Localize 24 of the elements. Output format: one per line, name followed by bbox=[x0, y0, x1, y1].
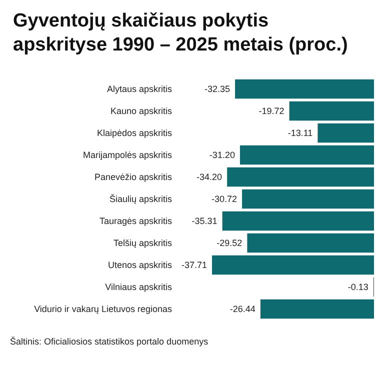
y-tick-label: Telšių apskritis bbox=[113, 238, 172, 248]
data-label: -30.72 bbox=[211, 194, 238, 204]
y-tick-label: Tauragės apskritis bbox=[99, 216, 172, 226]
data-label: -34.20 bbox=[196, 172, 222, 182]
y-tick-label: Panevėžio apskritis bbox=[94, 172, 172, 182]
data-label: -29.52 bbox=[216, 238, 242, 248]
data-label: -35.31 bbox=[192, 216, 218, 226]
y-tick-label: Vidurio ir vakarų Lietuvos regionas bbox=[34, 304, 172, 314]
y-tick-label: Šiaulių apskritis bbox=[109, 194, 172, 204]
data-label: -0.13 bbox=[348, 282, 368, 292]
y-tick-label: Vilniaus apskritis bbox=[105, 282, 172, 292]
data-label: -19.72 bbox=[258, 106, 284, 116]
y-tick-label: Klaipėdos apskritis bbox=[96, 128, 172, 138]
text: Šaltinis: Oficialiosios statistikos portalo duomenys bbox=[10, 336, 209, 346]
y-tick-label: Marijampolės apskritis bbox=[82, 150, 172, 160]
data-label: -31.20 bbox=[209, 150, 235, 160]
data-label: -32.35 bbox=[204, 84, 230, 94]
data-label: -37.71 bbox=[181, 260, 207, 270]
y-tick-label: Alytaus apskritis bbox=[106, 84, 172, 94]
chart-title: Gyventojų skaičiaus pokytis apskrityse 1990 – 2025 metais (proc.) bbox=[13, 10, 348, 56]
y-tick-label: Utenos apskritis bbox=[108, 260, 172, 270]
data-label: -13.11 bbox=[288, 128, 313, 138]
data-label: -26.44 bbox=[230, 304, 256, 314]
y-tick-label: Kauno apskritis bbox=[110, 106, 172, 116]
